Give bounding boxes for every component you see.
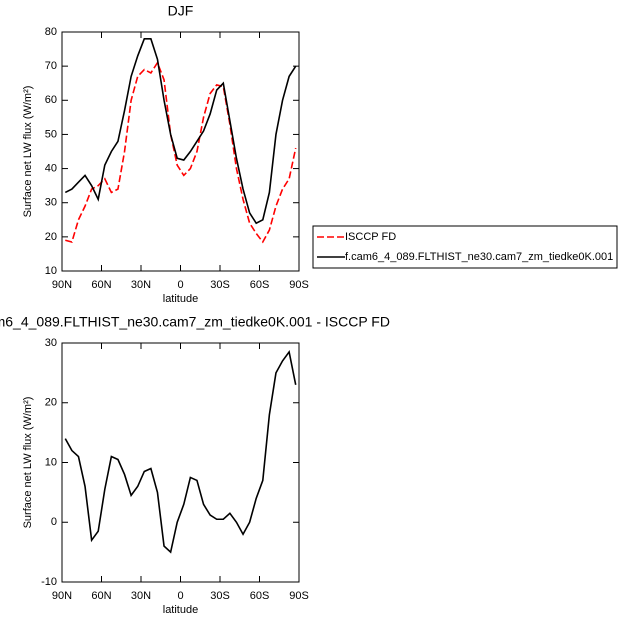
x-tick-label: 30N [131,590,151,602]
y-tick-label: 60 [45,94,57,106]
x-tick-label: 90N [52,279,72,291]
x-tick-label: 60N [91,279,111,291]
x-tick-label: 60N [91,590,111,602]
x-axis-label: latitude [163,293,198,305]
y-tick-label: 80 [45,26,57,38]
x-tick-label: 0 [177,590,183,602]
x-tick-label: 30S [210,279,230,291]
legend-label: ISCCP FD [345,231,396,243]
x-tick-label: 60S [250,279,270,291]
x-tick-label: 30N [131,279,151,291]
y-tick-label: 30 [45,337,57,349]
y-tick-label: 0 [51,516,57,528]
x-tick-label: 90S [289,590,309,602]
x-tick-label: 90S [289,279,309,291]
plot-frame [61,342,300,583]
data-line [65,60,297,244]
x-tick-label: 30S [210,590,230,602]
y-tick-label: 10 [45,265,57,277]
x-axis-label: latitude [163,604,198,616]
legend-label: f.cam6_4_089.FLTHIST_ne30.cam7_zm_tiedke… [345,251,613,263]
legend-box [312,225,618,269]
data-line [64,350,297,554]
chart-title: f.cam6_4_089.FLTHIST_ne30.cam7_zm_tiedke… [0,314,390,330]
y-tick-label: 70 [45,60,57,72]
y-axis-label: Surface net LW flux (W/m²) [22,86,34,218]
y-tick-label: 40 [45,162,57,174]
x-tick-label: 0 [177,279,183,291]
y-tick-label: 30 [45,197,57,209]
data-line [64,38,297,225]
y-tick-label: 50 [45,128,57,140]
y-tick-label: 20 [45,397,57,409]
plot-frame [61,31,300,272]
y-axis-label: Surface net LW flux (W/m²) [22,397,34,529]
y-tick-label: 10 [45,456,57,468]
x-tick-label: 90N [52,590,72,602]
y-tick-label: -10 [41,576,57,588]
y-tick-label: 20 [45,231,57,243]
chart-title: DJF [168,3,194,19]
x-tick-label: 60S [250,590,270,602]
